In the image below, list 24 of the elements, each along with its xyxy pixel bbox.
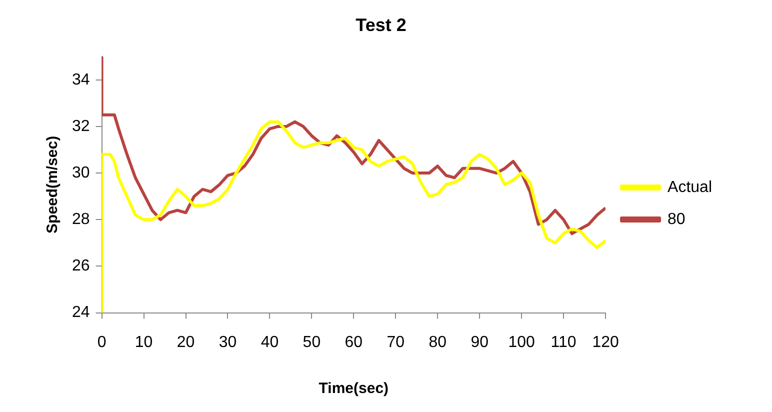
x-axis-title: Time(sec) [318,380,389,398]
y-axis-title: Speed(m/sec) [44,136,62,234]
x-tick-label: 10 [134,334,153,351]
x-tick-label: 20 [176,334,195,351]
x-tick-label: 40 [260,334,279,351]
y-tick-label: 32 [72,118,90,135]
legend-label: Actual [668,178,712,196]
y-tick-label: 24 [72,304,90,322]
x-tick-label: 90 [470,334,489,351]
x-tick-label: 30 [218,334,237,351]
y-tick-label: 28 [72,211,90,228]
x-tick-label: 100 [508,334,536,351]
y-tick-label: 26 [72,258,90,275]
x-tick-label: 70 [386,334,405,351]
x-tick-label: 0 [97,334,106,351]
x-tick-label: 110 [550,334,576,351]
y-tick-label: 34 [72,71,90,88]
chart-title: Test 2 [356,14,406,35]
x-tick-label: 50 [302,334,321,351]
legend-label: 80 [668,210,686,228]
x-tick-label: 80 [428,334,447,351]
x-tick-label: 60 [344,334,363,351]
x-tick-label: 120 [592,334,619,351]
y-tick-label: 30 [72,164,90,182]
